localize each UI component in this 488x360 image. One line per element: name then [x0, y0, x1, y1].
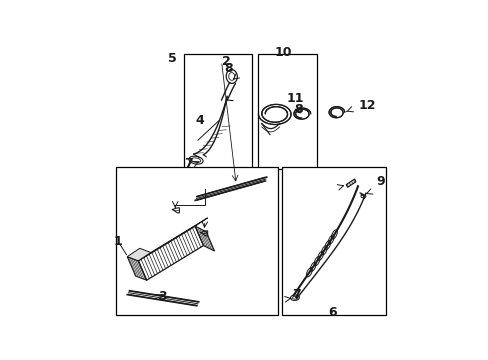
Ellipse shape	[228, 73, 234, 80]
Polygon shape	[127, 257, 146, 280]
Polygon shape	[346, 179, 355, 187]
Text: 10: 10	[274, 46, 291, 59]
Text: 4: 4	[195, 114, 203, 127]
Bar	[257, 54, 317, 169]
Text: 8: 8	[294, 103, 303, 116]
Text: 9: 9	[375, 175, 384, 188]
Text: 3: 3	[158, 290, 166, 303]
Text: 6: 6	[327, 306, 336, 319]
Bar	[183, 54, 251, 169]
Ellipse shape	[191, 158, 200, 162]
Text: 7: 7	[291, 288, 300, 301]
Text: 8: 8	[224, 62, 232, 75]
Text: 7: 7	[184, 157, 193, 170]
Text: 11: 11	[285, 92, 303, 105]
Polygon shape	[138, 226, 203, 280]
Polygon shape	[127, 248, 150, 261]
Bar	[282, 167, 386, 315]
Ellipse shape	[226, 69, 237, 84]
Bar	[116, 167, 278, 315]
Polygon shape	[138, 218, 207, 261]
Ellipse shape	[290, 295, 299, 301]
Ellipse shape	[292, 296, 297, 299]
Text: 1: 1	[113, 235, 122, 248]
Polygon shape	[195, 226, 214, 251]
Text: 12: 12	[358, 99, 375, 112]
Ellipse shape	[360, 194, 365, 198]
Ellipse shape	[188, 156, 203, 164]
Text: 2: 2	[221, 55, 230, 68]
Text: 5: 5	[168, 52, 177, 65]
